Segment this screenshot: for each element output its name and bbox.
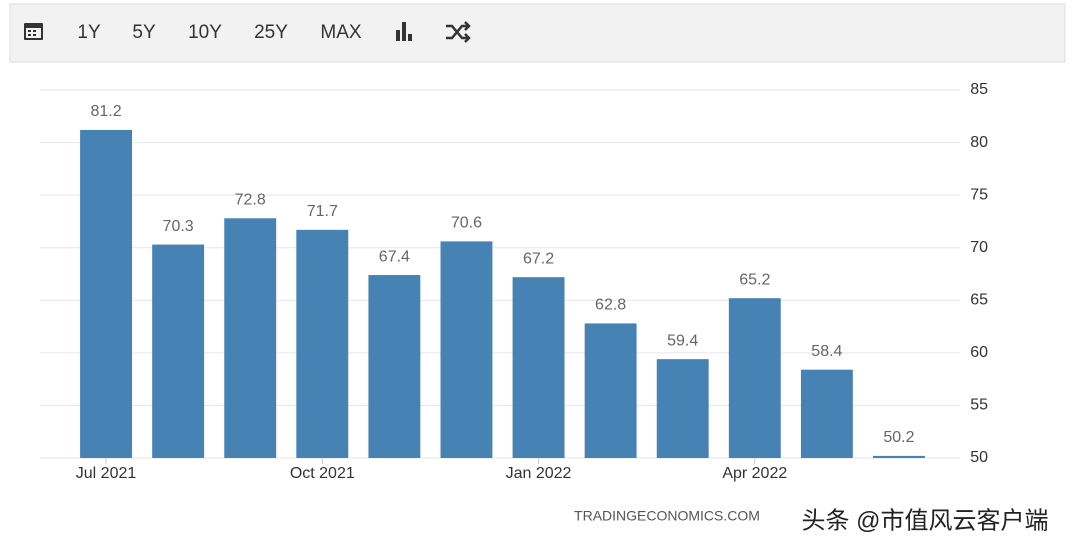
- range-button[interactable]: 10Y: [188, 22, 222, 43]
- value-label: 59.4: [667, 332, 698, 349]
- bar: [152, 244, 205, 458]
- y-tick-label: 50: [970, 449, 988, 466]
- value-label: 70.6: [451, 215, 482, 232]
- y-tick-label: 85: [970, 81, 988, 98]
- value-label: 71.7: [307, 203, 338, 220]
- y-tick-label: 70: [970, 239, 988, 256]
- bar: [584, 323, 637, 458]
- source: TRADINGECONOMICS.COM: [574, 508, 760, 524]
- x-tick-label: Jan 2022: [506, 465, 572, 482]
- bar: [80, 129, 132, 458]
- bar: [296, 229, 349, 458]
- value-label: 58.4: [811, 343, 842, 360]
- range-button[interactable]: 5Y: [132, 22, 156, 43]
- y-tick-label: 65: [970, 292, 988, 309]
- bar: [368, 275, 421, 458]
- value-label: 72.8: [235, 191, 266, 208]
- y-tick-label: 55: [970, 397, 988, 414]
- x-tick-label: Apr 2022: [722, 465, 787, 482]
- bar: [224, 218, 277, 458]
- range-button[interactable]: 25Y: [254, 22, 288, 43]
- bar: [656, 359, 709, 458]
- bar: [440, 241, 493, 458]
- shuffle-icon[interactable]: [446, 21, 471, 43]
- value-label: 67.4: [379, 248, 410, 265]
- value-label: 50.2: [883, 429, 914, 446]
- bar: [512, 277, 565, 458]
- y-tick-label: 60: [970, 344, 988, 361]
- value-label: 62.8: [595, 297, 626, 314]
- y-tick-label: 80: [970, 134, 988, 151]
- x-tick-label: Oct 2021: [290, 465, 355, 482]
- value-label: 65.2: [739, 271, 770, 288]
- bar: [873, 455, 925, 458]
- range-button[interactable]: MAX: [320, 22, 362, 43]
- value-label: 81.2: [90, 103, 121, 120]
- bar-chart-icon[interactable]: [396, 22, 412, 41]
- toolbar: [9, 3, 1066, 63]
- bar: [800, 369, 853, 458]
- x-tick-label: Jul 2021: [76, 465, 137, 482]
- value-label: 70.3: [163, 218, 194, 235]
- value-label: 67.2: [523, 250, 554, 267]
- watermark: 头条 @市值风云客户端: [801, 507, 1048, 534]
- calendar-icon[interactable]: [24, 23, 43, 40]
- y-tick-label: 75: [970, 186, 988, 203]
- bar: [728, 298, 781, 458]
- range-button[interactable]: 1Y: [77, 22, 101, 43]
